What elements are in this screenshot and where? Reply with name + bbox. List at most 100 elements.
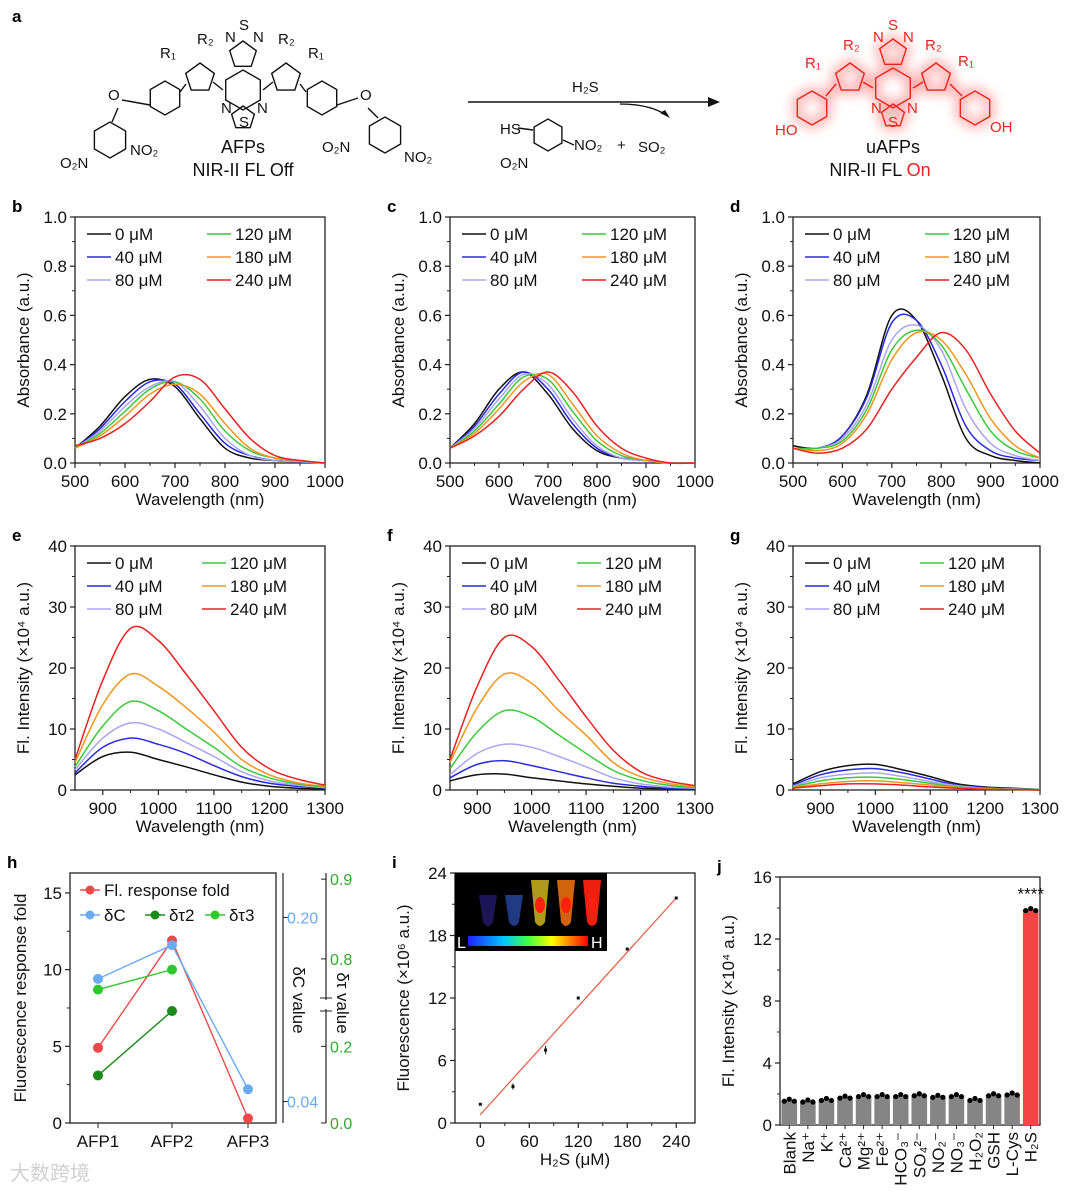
legend-marker <box>150 910 160 920</box>
bond <box>517 127 534 131</box>
series-line-40uM <box>74 737 326 789</box>
y-tick-label: 40 <box>48 537 67 556</box>
left-n-c: N <box>221 100 232 117</box>
replicate-point <box>810 1099 816 1105</box>
x-tick-label: 900 <box>261 472 289 491</box>
legend-label: 240 μM <box>605 600 662 619</box>
bond <box>179 83 187 93</box>
legend-label: Fl. response fold <box>104 881 230 900</box>
benzobisthiadiazole-ring <box>224 69 261 111</box>
x-category-label: NO₃⁻ <box>947 1132 966 1173</box>
replicate-point <box>1004 1092 1010 1098</box>
thiophene-ring <box>270 62 302 91</box>
bond <box>562 139 575 146</box>
thiadiazole-atom-label: N <box>873 29 884 46</box>
colorbar-high-label: H <box>591 935 603 952</box>
data-point <box>576 996 580 1000</box>
x-tick-label: 900 <box>632 472 660 491</box>
x-tick-label: 900 <box>806 799 834 818</box>
bond <box>336 97 359 106</box>
plot-frame <box>69 872 277 1124</box>
y-tick-label: 40 <box>766 537 785 556</box>
left-o2n-a: O₂N <box>60 155 88 172</box>
legend-label: 180 μM <box>610 248 667 267</box>
y-tick-label: 1.0 <box>418 208 442 227</box>
replicate-point <box>828 1097 835 1104</box>
x-tick-label: 1000 <box>1021 472 1059 491</box>
afps-label: AFPs <box>221 137 265 157</box>
panel-letter-b: b <box>12 197 22 216</box>
legend-label: 120 μM <box>230 554 287 573</box>
chart-panel-f: f 0 10 20 30 40 Fl. Intensity (×10⁴ a.u.) 900 10… <box>387 526 714 836</box>
replicate-point <box>837 1095 843 1101</box>
byproduct-hs: HS <box>500 121 521 138</box>
legend-label: 240 μM <box>610 271 667 290</box>
y-tick-label: 5 <box>53 1037 62 1056</box>
replicate-point <box>855 1093 862 1100</box>
benzobisthiadiazole-ring <box>875 67 911 109</box>
tube-3 <box>531 880 549 926</box>
tube-2 <box>505 895 523 926</box>
data-point <box>243 1113 253 1124</box>
legend-label: 80 μM <box>833 271 881 290</box>
byproduct-no2: NO₂ <box>574 137 603 154</box>
x-axis-label: Wavelength (nm) <box>136 817 265 836</box>
replicate-point <box>874 1093 880 1100</box>
y-axis-label: Absorbance (a.u.) <box>389 272 408 407</box>
y-axis-label: Absorbance (a.u.) <box>732 272 751 407</box>
bar-12 <box>1004 1094 1020 1125</box>
y-axis-label: Fl. Intensity (×10⁴ a.u.) <box>14 582 33 754</box>
x-tick-label: 1100 <box>912 799 949 818</box>
replicate-point <box>818 1097 825 1104</box>
series-line-80uM <box>74 379 326 464</box>
series-line-40uM <box>792 313 1041 462</box>
y-axis-label: Fl. Intensity (×10⁴ a.u.) <box>719 915 738 1087</box>
left-r2: R₂ <box>197 31 214 48</box>
x-tick-label: 1000 <box>139 799 177 818</box>
x-tick-label: 500 <box>779 472 807 491</box>
y-tick-label: 20 <box>48 659 67 678</box>
legend-entry: 180 μM <box>925 248 1010 267</box>
y-tick-label: 30 <box>766 598 785 617</box>
chart-panel-i: i 0 6 12 18 24 Fluorescence (×10⁶ a.u.) 0 60 120 1… <box>392 853 696 1169</box>
x-tick-label: 60 <box>520 1132 539 1151</box>
series-line-240uM <box>74 625 326 786</box>
legend-entry: 0 μM <box>87 554 153 573</box>
byproduct-arrow <box>619 103 669 117</box>
y-tick-label: 15 <box>43 884 62 903</box>
right-oh: OH <box>990 119 1013 136</box>
x-category-label: Blank <box>780 1132 799 1175</box>
legend-entry: 180 μM <box>202 577 287 596</box>
replicate-point <box>842 1093 848 1099</box>
left-o: O <box>108 87 120 104</box>
legend-label: 40 μM <box>115 577 163 596</box>
uafps-subtitle-on: On <box>907 160 931 180</box>
replicate-point <box>805 1097 811 1103</box>
left-n-b: N <box>253 29 264 46</box>
legend-entry: 0 μM <box>805 554 871 573</box>
series-line-120uM <box>449 709 696 789</box>
replicate-point <box>847 1095 853 1101</box>
significance-marker: **** <box>1017 885 1044 904</box>
reagent-h2s: H₂S <box>572 79 599 96</box>
thiadiazole-ring <box>228 40 258 68</box>
x-category-label: H₂S <box>1022 1132 1041 1162</box>
chart-panel-b: b 0.0 0.2 0.4 0.6 0.8 1.0 Absorbance (a.u.) 500 6… <box>12 197 344 509</box>
bar-2 <box>818 1099 835 1125</box>
left-o-b: O <box>360 87 372 104</box>
legend-label: 80 μM <box>490 271 538 290</box>
x-category-label: Ca²⁺ <box>836 1132 855 1168</box>
legend-label: 180 μM <box>948 577 1005 596</box>
right-axis-label-tau: δτ value <box>333 972 352 1033</box>
replicate-point <box>898 1091 904 1098</box>
y-tick-label: 10 <box>43 961 62 980</box>
x-tick-label: 900 <box>89 799 117 818</box>
y-tick-label: 0.4 <box>761 356 785 375</box>
right-tick-label-c: 0.20 <box>287 910 318 927</box>
x-tick-label: 800 <box>583 472 611 491</box>
legend-label: 0 μM <box>833 225 871 244</box>
left-o2n-b: O₂N <box>322 139 350 156</box>
watermark: 大数跨境 <box>10 1162 90 1185</box>
panel-letter-f: f <box>387 526 393 545</box>
right-tick-label-tau: 0.9 <box>330 872 352 889</box>
